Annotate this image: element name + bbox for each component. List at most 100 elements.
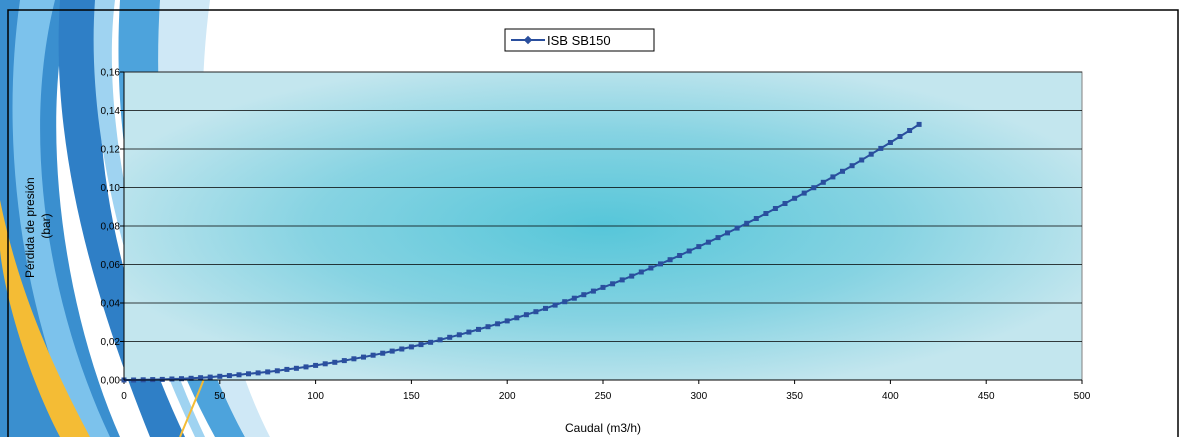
data-point [897,134,903,139]
data-point [370,352,376,358]
data-point [322,361,328,367]
x-axis-ticks: 0 50 100 150 200 250 300 350 400 450 500 [121,380,1091,402]
chart-border [7,9,1179,437]
data-point [772,206,778,211]
legend-label: ISB SB150 [547,33,611,48]
data-point [207,374,213,380]
data-point [753,216,759,221]
data-point [332,359,338,365]
data-point [428,339,434,345]
data-point [217,373,223,379]
data-point [495,321,501,327]
data-point [686,248,692,254]
data-point [399,346,405,352]
x-tick-label: 50 [214,391,226,402]
y-axis-ticks: 0,00 0,02 0,04 0,06 0,08 0,10 0,12 0,14 0,16 [101,68,124,387]
data-point [236,372,242,378]
data-point [485,324,491,330]
data-point [868,151,874,157]
data-point [389,348,395,354]
y-tick-label: 0,08 [101,222,121,233]
y-tick-label: 0,10 [101,183,121,194]
x-tick-label: 100 [307,391,324,402]
data-point [562,299,568,305]
data-point [715,235,721,241]
data-point [734,225,740,231]
data-point [677,253,683,258]
data-point [169,376,175,382]
data-point [792,195,798,201]
data-point [887,140,893,145]
data-point [859,157,865,163]
data-point [351,356,357,362]
data-point [523,312,529,318]
legend: ISB SB150 [504,28,655,52]
x-tick-label: 500 [1074,391,1091,402]
data-point [878,145,884,151]
data-point [437,337,443,343]
data-point [533,309,539,315]
data-point [667,257,673,263]
data-point [725,230,730,236]
data-point [782,201,788,206]
y-tick-label: 0,16 [101,68,121,79]
y-axis-title: Pérdida de presión (bar) [23,174,53,278]
x-tick-label: 350 [786,391,803,402]
data-point [361,354,366,360]
data-point [226,373,232,379]
data-point [763,211,769,216]
data-point [255,370,261,376]
data-point [284,366,290,372]
data-point [476,326,481,332]
series-isb-sb150 [121,121,922,383]
y-tick-label: 0,06 [101,260,121,271]
data-point [313,362,319,368]
data-point [696,244,702,250]
x-tick-label: 300 [690,391,707,402]
data-point [303,364,309,370]
data-point [341,358,347,364]
data-point [705,239,711,245]
data-point [408,344,414,350]
data-point [629,273,635,279]
data-point [466,329,472,335]
data-point [744,220,750,226]
data-point [456,332,462,338]
y-tick-label: 0,02 [101,337,121,348]
data-point [658,261,663,267]
x-axis-title: Caudal (m3/h) [565,421,641,435]
x-tick-label: 0 [121,391,127,402]
data-point [638,269,644,275]
data-point [801,190,807,196]
data-point [849,163,855,169]
data-point [610,281,616,287]
gridlines [124,71,1082,342]
data-point [619,277,625,283]
y-tick-label: 0,14 [101,106,121,117]
data-point [274,368,280,374]
data-point [552,302,558,308]
data-point [590,288,596,294]
data-point [188,375,194,381]
x-tick-label: 150 [403,391,420,402]
data-point [179,376,184,382]
data-point [571,295,577,301]
data-point [265,369,271,375]
data-point [447,334,453,340]
data-point [840,168,845,174]
data-point [380,350,386,356]
data-point [159,376,165,382]
y-tick-label: 0,00 [101,376,121,387]
data-point [648,265,654,271]
data-point [504,318,510,324]
data-point [293,365,299,371]
y-tick-label: 0,12 [101,145,121,156]
legend-box [504,28,655,52]
data-point [811,185,817,191]
data-point [830,174,836,180]
data-point [418,342,424,348]
data-point [514,315,520,321]
x-tick-label: 400 [882,391,899,402]
data-point [820,179,826,185]
